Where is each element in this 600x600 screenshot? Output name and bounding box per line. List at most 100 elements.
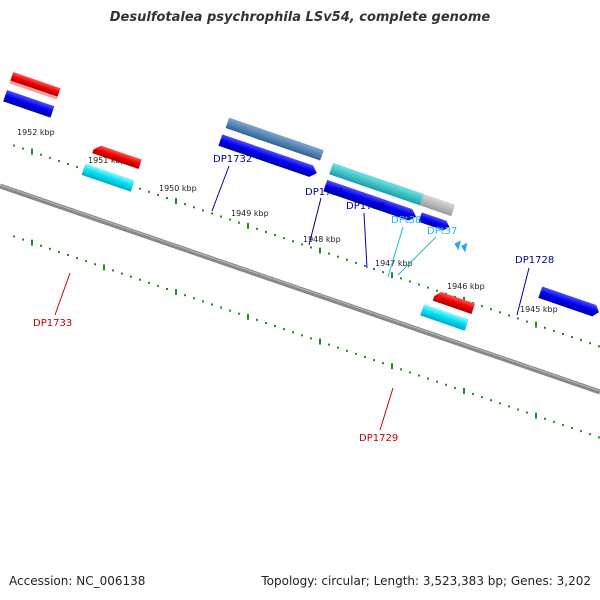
- scale-label-1950: 1950 kbp: [159, 184, 197, 193]
- gene-red-left-top[interactable]: [10, 72, 61, 97]
- inner-scale-tick: [211, 303, 213, 306]
- inner-scale-tick: [391, 363, 393, 370]
- outer-scale-tick: [418, 283, 420, 286]
- inner-scale-dots: [13, 235, 600, 439]
- outer-scale-tick: [571, 336, 573, 339]
- inner-scale-tick: [562, 423, 564, 426]
- inner-scale-tick: [328, 343, 330, 346]
- inner-scale-tick: [418, 374, 420, 377]
- inner-scale-tick: [139, 278, 141, 281]
- inner-scale-tick: [319, 338, 321, 345]
- gene-dp1729-top[interactable]: [432, 290, 476, 314]
- inner-scale-tick: [256, 318, 258, 321]
- outer-scale-tick: [580, 339, 582, 342]
- inner-scale-tick: [472, 393, 474, 396]
- scale-label-1945: 1945 kbp: [520, 305, 558, 314]
- inner-scale-tick: [589, 433, 591, 436]
- gene-dp1733-top[interactable]: [92, 144, 142, 170]
- trna-dpt37[interactable]: [459, 241, 468, 253]
- outer-scale-tick: [508, 314, 510, 317]
- outer-scale-tick: [373, 268, 375, 271]
- outer-scale-tick: [436, 289, 438, 292]
- gene-dp1732[interactable]: [225, 117, 324, 161]
- inner-scale-tick: [481, 396, 483, 399]
- outer-scale-tick: [40, 153, 42, 156]
- inner-scale-tick: [292, 331, 294, 334]
- outer-scale-tick: [319, 247, 321, 254]
- inner-scale-tick: [67, 254, 69, 257]
- inner-scale-tick: [517, 408, 519, 411]
- inner-scale-tick: [598, 436, 600, 439]
- inner-scale-tick: [22, 238, 24, 241]
- inner-scale-tick: [454, 386, 456, 389]
- inner-scale-tick: [121, 272, 123, 275]
- outer-scale-tick: [175, 198, 177, 205]
- outer-scale-tick: [598, 345, 600, 348]
- label-dp1731: DP1731: [305, 187, 344, 198]
- inner-scale-tick: [184, 294, 186, 297]
- scale-label-1951: 1951 kbp: [88, 156, 126, 165]
- outer-scale-tick: [328, 252, 330, 255]
- inner-scale-tick: [85, 260, 87, 263]
- inner-scale-tick: [463, 387, 465, 394]
- inner-scale-tick: [103, 264, 105, 271]
- connector-dpt38: [387, 226, 404, 278]
- scale-label-1946: 1946 kbp: [447, 282, 485, 291]
- inner-scale-tick: [148, 281, 150, 284]
- outer-scale-tick: [67, 163, 69, 166]
- inner-scale-tick: [553, 420, 555, 423]
- outer-scale-tick: [364, 264, 366, 267]
- outer-scale-tick: [229, 218, 231, 221]
- outer-scale-tick: [391, 272, 393, 279]
- outer-scale-tick: [76, 166, 78, 169]
- gene-dp1729[interactable]: [420, 304, 469, 331]
- connector-dp1729: [379, 387, 394, 431]
- outer-scale-tick: [337, 255, 339, 258]
- outer-scale-tick: [31, 148, 33, 155]
- gene-dp1728[interactable]: [538, 286, 600, 317]
- outer-scale-tick: [409, 280, 411, 283]
- inner-scale-tick: [535, 412, 537, 419]
- inner-scale-tick: [283, 328, 285, 331]
- inner-scale-tick: [193, 297, 195, 300]
- inner-scale-tick: [490, 399, 492, 402]
- gene-dp1730-cds[interactable]: [418, 212, 452, 232]
- genome-backbone-highlight: [0, 184, 600, 392]
- label-dp1732: DP1732: [213, 154, 252, 165]
- inner-scale-tick: [229, 309, 231, 312]
- outer-scale-tick: [490, 308, 492, 311]
- inner-scale-tick: [301, 334, 303, 337]
- gene-dp1730[interactable]: [419, 194, 456, 217]
- outer-scale-tick: [499, 311, 501, 314]
- gene-dp1731[interactable]: [329, 162, 424, 206]
- outer-scale-tick: [247, 222, 249, 229]
- topology-text: Topology: circular; Length: 3,523,383 bp…: [261, 574, 591, 588]
- inner-scale-tick: [382, 362, 384, 365]
- inner-scale-tick: [166, 287, 168, 290]
- inner-scale-tick: [346, 349, 348, 352]
- gene-dp1731-cds[interactable]: [323, 179, 418, 223]
- connector-dpt37: [397, 236, 437, 276]
- gene-blue-left[interactable]: [3, 90, 55, 118]
- label-dp1729: DP1729: [359, 433, 398, 444]
- gene-dp1732-cds[interactable]: [218, 134, 318, 178]
- outer-scale-tick: [544, 326, 546, 329]
- inner-scale-tick: [337, 346, 339, 349]
- trna-dpt38[interactable]: [453, 239, 462, 251]
- inner-scale-tick: [238, 312, 240, 315]
- inner-scale-tick: [409, 371, 411, 374]
- outer-scale-tick: [274, 234, 276, 237]
- outer-scale-tick: [301, 243, 303, 246]
- gene-dp1733[interactable]: [81, 163, 135, 192]
- outer-scale-tick: [526, 320, 528, 323]
- outer-scale-tick: [220, 215, 222, 218]
- inner-scale-tick: [544, 417, 546, 420]
- inner-scale-tick: [130, 275, 132, 278]
- scale-label-1948: 1948 kbp: [303, 235, 341, 244]
- inner-scale-tick: [157, 284, 159, 287]
- inner-scale-tick: [310, 337, 312, 340]
- outer-scale-tick: [58, 159, 60, 162]
- inner-scale-tick: [13, 235, 15, 238]
- inner-scale-tick: [247, 313, 249, 320]
